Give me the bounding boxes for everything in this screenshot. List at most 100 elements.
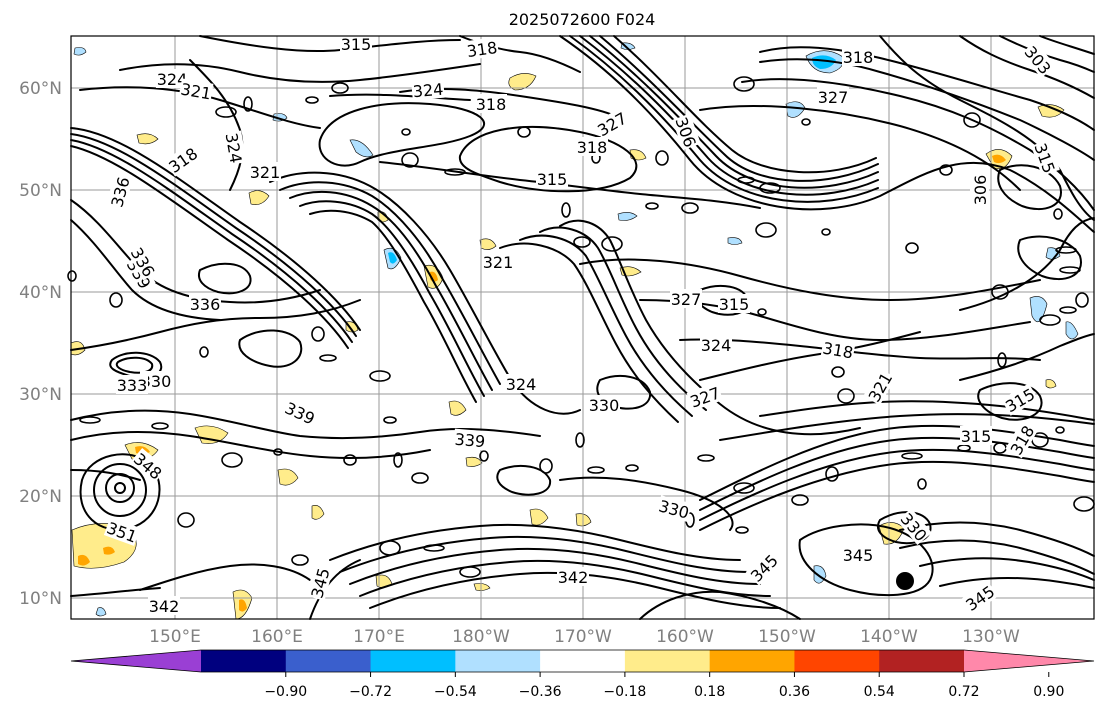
- small-contour: [901, 452, 923, 460]
- small-contour: [411, 472, 429, 484]
- small-contour: [1059, 266, 1081, 274]
- colorbar-tick-label: −0.90: [264, 684, 307, 700]
- contour-label: 318: [476, 95, 507, 114]
- lat-tick-label: 30°N: [19, 385, 62, 405]
- small-contour: [655, 150, 669, 166]
- small-contour: [575, 432, 585, 448]
- colorbar-segment: [455, 650, 541, 672]
- gridlines: [71, 36, 1094, 619]
- small-contour: [79, 416, 101, 424]
- lat-tick-label: 50°N: [19, 181, 62, 201]
- lat-tick-label: 10°N: [19, 589, 62, 609]
- contour-label: 324: [506, 375, 537, 394]
- lon-tick-label: 180°W: [452, 627, 510, 647]
- small-contour: [369, 370, 391, 382]
- small-contour: [963, 112, 981, 128]
- map-title: 2025072600 F024: [509, 10, 656, 29]
- small-contour: [681, 202, 699, 214]
- small-contour: [1055, 246, 1077, 254]
- colorbar-tick-label: 0.54: [864, 684, 895, 700]
- small-contour: [383, 416, 397, 424]
- lon-tick-label: 150°E: [149, 627, 201, 647]
- small-contour: [697, 454, 715, 462]
- colorbar-segment: [794, 650, 880, 672]
- colorbar-over-triangle: [964, 650, 1094, 672]
- small-contour: [757, 308, 767, 316]
- small-contour: [319, 354, 337, 362]
- colorbar-segment: [201, 650, 287, 672]
- small-contour: [625, 464, 639, 472]
- colorbar-segment: [709, 650, 795, 672]
- small-contour: [243, 96, 253, 112]
- contour-label: 318: [577, 138, 608, 157]
- lat-tick-label: 40°N: [19, 283, 62, 303]
- small-contour: [939, 164, 953, 176]
- small-contour: [917, 478, 927, 490]
- small-contour: [587, 466, 605, 474]
- lon-tick-label: 140°W: [860, 627, 918, 647]
- small-contour: [305, 96, 319, 104]
- colorbar-tick-label: −0.72: [349, 684, 392, 700]
- colorbar-outline: [70, 649, 1095, 673]
- small-contour: [379, 540, 401, 556]
- colorbar-segment: [540, 650, 626, 672]
- contour-label: 318: [843, 48, 874, 67]
- contour-label: 333: [117, 376, 148, 395]
- lon-tick-label: 160°E: [251, 627, 303, 647]
- small-contour: [539, 458, 553, 474]
- small-contour: [273, 448, 283, 456]
- colorbar-tick-label: −0.18: [603, 684, 646, 700]
- contour-label: 342: [558, 568, 589, 587]
- small-contour: [733, 482, 755, 494]
- contour-label: 315: [961, 427, 992, 446]
- colorbar: −0.90 −0.72 −0.54 −0.36 −0.18 0.18 0.36 0.54 0.7…: [70, 649, 1095, 700]
- colorbar-segment: [370, 650, 456, 672]
- contour-label: 315: [537, 170, 568, 189]
- small-contour: [831, 366, 845, 378]
- small-contour: [561, 202, 571, 218]
- small-contour: [991, 284, 1009, 300]
- colorbar-tick-label: 0.36: [779, 684, 810, 700]
- contour-label: 324: [412, 80, 444, 102]
- lat-tick-label: 60°N: [19, 79, 62, 99]
- small-contour: [393, 452, 403, 468]
- small-contour: [759, 182, 781, 194]
- colorbar-segment: [624, 650, 711, 672]
- small-contour: [733, 76, 755, 92]
- small-contour: [735, 526, 749, 534]
- small-contour: [997, 352, 1007, 368]
- colorbar-segment: [879, 650, 965, 672]
- small-contour: [215, 106, 237, 118]
- map-frame: [70, 35, 1095, 620]
- lon-tick-label: 150°W: [758, 627, 816, 647]
- contour-label: 330: [589, 396, 620, 415]
- small-contour: [737, 176, 755, 184]
- small-contour: [837, 388, 855, 404]
- contour-label: 321: [250, 163, 281, 182]
- small-contour: [601, 236, 623, 252]
- small-contour: [177, 512, 195, 528]
- longitude-labels: 150°E 160°E 170°E 180°W 170°W 160°W 150°W 140°W…: [149, 627, 1020, 647]
- small-contour: [645, 202, 659, 210]
- small-contour: [291, 554, 309, 566]
- small-contour: [459, 566, 481, 578]
- colorbar-under-triangle: [71, 650, 201, 672]
- small-contour: [1055, 426, 1065, 434]
- small-contour: [151, 422, 169, 430]
- latitude-labels: 60°N 50°N 40°N 30°N 20°N 10°N: [19, 79, 62, 609]
- small-contour: [573, 236, 591, 248]
- small-contour: [343, 454, 357, 466]
- contour-label: 339: [454, 430, 486, 452]
- small-contour: [199, 346, 209, 358]
- contour-label: 315: [719, 295, 750, 314]
- contour-label: 336: [190, 295, 221, 314]
- storm-center-marker: [896, 572, 914, 590]
- small-contour: [791, 494, 809, 506]
- lon-tick-label: 130°W: [962, 627, 1020, 647]
- small-contour: [755, 222, 777, 238]
- lon-tick-label: 160°W: [656, 627, 714, 647]
- small-contour: [1059, 306, 1077, 314]
- colorbar-tick-label: −0.54: [434, 684, 477, 700]
- lat-tick-label: 20°N: [19, 487, 62, 507]
